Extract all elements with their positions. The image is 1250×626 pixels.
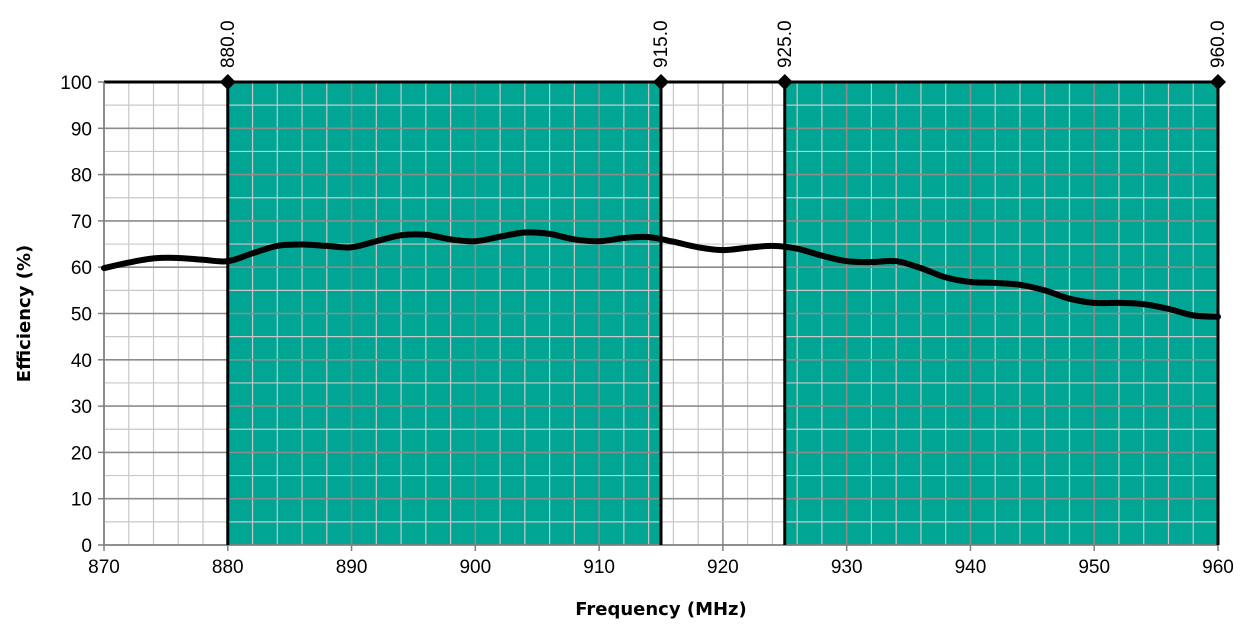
y-tick-label: 40 [71, 351, 92, 372]
band-marker-diamond-2 [653, 74, 669, 90]
band-marker-diamond-3 [776, 74, 793, 90]
x-tick-label: 930 [831, 557, 863, 578]
x-tick-label: 910 [583, 557, 615, 578]
y-tick-label: 70 [71, 212, 92, 233]
y-tick-label: 90 [71, 119, 92, 140]
x-tick-label: 920 [707, 557, 739, 578]
y-tick-label: 30 [71, 397, 92, 418]
y-tick-label: 20 [71, 443, 92, 464]
y-tick-label: 0 [81, 536, 92, 557]
x-tick-label: 950 [1078, 557, 1110, 578]
y-tick-label: 10 [71, 490, 92, 511]
y-tick-label: 60 [71, 258, 92, 279]
x-tick-label: 880 [212, 557, 244, 578]
x-tick-label: 870 [88, 557, 120, 578]
y-tick-label: 50 [71, 305, 92, 326]
band-markers: 880.0 915.0 925.0 960.0 [218, 20, 1229, 545]
band-marker-label-4: 960.0 [1208, 20, 1229, 68]
band-marker-label-1: 880.0 [218, 20, 239, 68]
band-marker-label-2: 915.0 [651, 20, 672, 68]
y-axis-title: Efficiency (%) [14, 245, 35, 382]
y-tick-label: 80 [71, 166, 92, 187]
band-marker-diamond-1 [219, 74, 236, 90]
x-tick-label: 900 [459, 557, 491, 578]
x-tick-label: 940 [955, 557, 987, 578]
tick-labels: 870 880 890 900 910 920 930 940 950 960 0 10 20 30 40 5… [60, 73, 1234, 578]
x-tick-label: 890 [336, 557, 368, 578]
band-marker-diamond-4 [1210, 74, 1226, 90]
x-axis-title: Frequency (MHz) [575, 599, 747, 620]
y-tick-label: 100 [60, 73, 92, 94]
x-tick-label: 960 [1202, 557, 1234, 578]
band-marker-label-3: 925.0 [775, 20, 796, 68]
